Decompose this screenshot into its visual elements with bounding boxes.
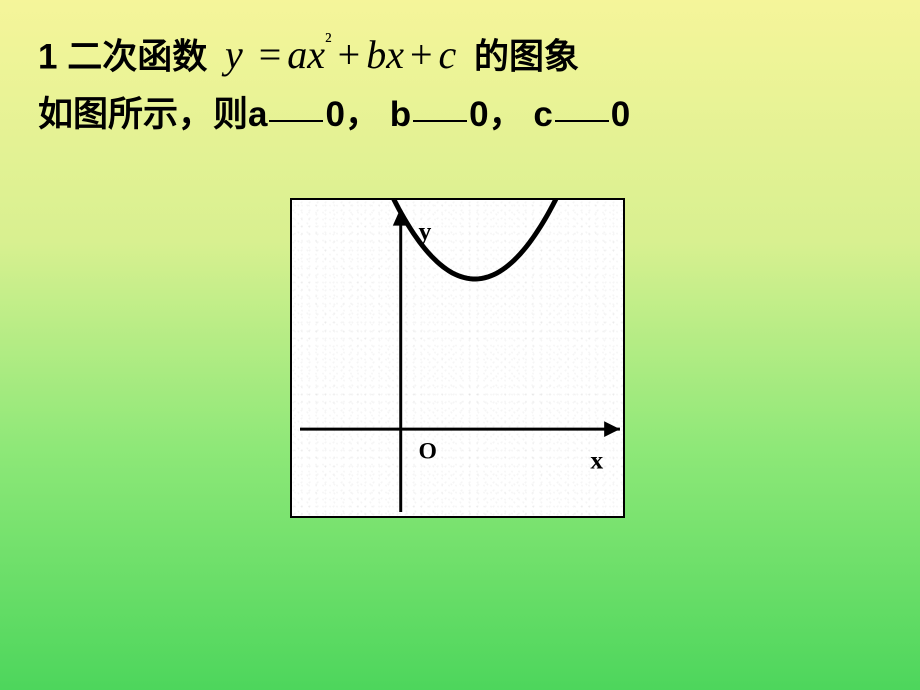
x-axis-label: x xyxy=(590,446,603,475)
question-number: 1 xyxy=(38,37,57,76)
text-after-formula: 的图象 xyxy=(474,37,579,76)
blank-var-a: a xyxy=(248,95,267,134)
parabola-curve xyxy=(328,200,601,279)
blank-var-c: c xyxy=(533,95,552,134)
line2-prefix: 如图所示，则 xyxy=(38,95,248,134)
quadratic-formula: y =ax²+bx+c xyxy=(225,24,456,86)
blank-b xyxy=(413,116,467,122)
parabola-figure: y x O xyxy=(290,198,625,518)
text-before-formula: 二次函数 xyxy=(67,37,207,76)
origin-label: O xyxy=(418,439,436,465)
blank-var-b: b xyxy=(390,95,411,134)
sep-a: ， xyxy=(345,95,380,134)
y-axis-label: y xyxy=(418,217,431,246)
question-line-2: 如图所示，则a0， b0， c0 xyxy=(38,88,890,142)
question-text: 1 二次函数 y =ax²+bx+c 的图象 如图所示，则a0， b0， c0 xyxy=(38,28,890,142)
x-axis-arrow xyxy=(604,421,620,437)
parabola-svg: y x O xyxy=(292,200,623,516)
question-line-1: 1 二次函数 y =ax²+bx+c 的图象 xyxy=(38,28,890,90)
blank-rhs-a: 0 xyxy=(325,95,344,134)
blank-c xyxy=(555,116,609,122)
blank-rhs-b: 0 xyxy=(469,95,488,134)
blank-rhs-c: 0 xyxy=(611,95,630,134)
blank-a xyxy=(269,116,323,122)
sep-b: ， xyxy=(489,95,524,134)
